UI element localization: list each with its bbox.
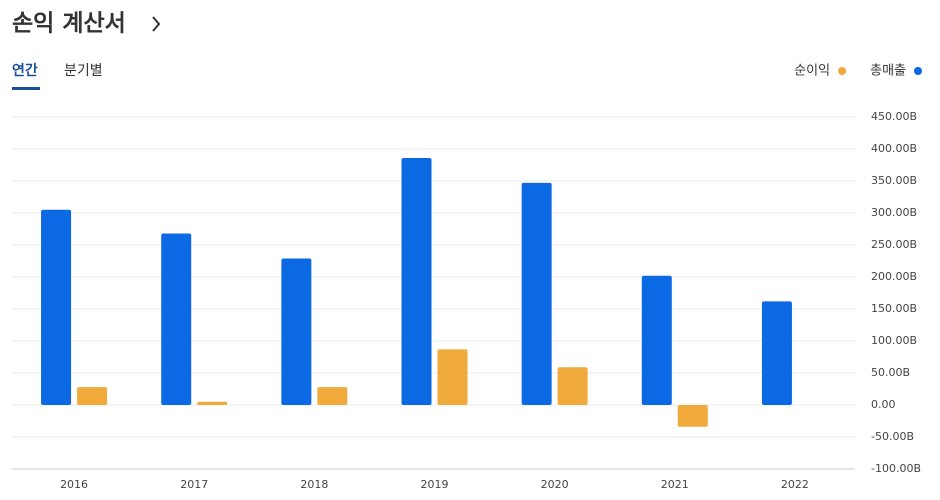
chart-title: 손익 계산서 [12, 11, 126, 37]
bar [161, 233, 192, 405]
bar [401, 157, 432, 405]
bar [677, 405, 708, 427]
chevron-icon[interactable] [152, 16, 161, 32]
x-tick-label: 2017 [180, 478, 208, 491]
y-tick-label: 200.00B [871, 270, 917, 283]
bar [281, 258, 312, 405]
legend-label: 순이익 [794, 64, 830, 79]
legend-label: 총매출 [870, 64, 906, 79]
x-tick-label: 2016 [60, 478, 88, 491]
x-tick-label: 2021 [661, 478, 689, 491]
y-tick-label: 250.00B [871, 238, 917, 251]
bar [41, 209, 72, 405]
y-tick-label: 150.00B [871, 302, 917, 315]
bar [437, 349, 468, 405]
tab-underline [12, 87, 40, 90]
y-tick-label: 100.00B [871, 334, 917, 347]
bar [197, 401, 228, 405]
bar [521, 182, 552, 405]
x-tick-label: 2018 [300, 478, 328, 491]
tab[interactable]: 분기별 [64, 63, 103, 79]
y-tick-label: 450.00B [871, 110, 917, 123]
x-tick-label: 2019 [421, 478, 449, 491]
legend-marker [914, 67, 922, 75]
bar [641, 275, 672, 405]
y-tick-label: 400.00B [871, 142, 917, 155]
x-tick-label: 2020 [541, 478, 569, 491]
bar [761, 301, 792, 405]
legend-marker [838, 67, 847, 75]
bar [77, 387, 108, 405]
y-tick-label: -50.00B [871, 430, 914, 443]
y-tick-label: 300.00B [871, 206, 917, 219]
y-tick-label: 0.00 [871, 398, 896, 411]
y-tick-label: 350.00B [871, 174, 917, 187]
legend: 총매출 순이익 [794, 64, 922, 79]
y-tick-label: -100.00B [871, 462, 921, 475]
bar [557, 367, 588, 405]
x-tick-label: 2022 [781, 478, 809, 491]
y-tick-label: 50.00B [871, 366, 910, 379]
tab[interactable]: 연간 [12, 62, 38, 79]
bar [317, 387, 348, 405]
